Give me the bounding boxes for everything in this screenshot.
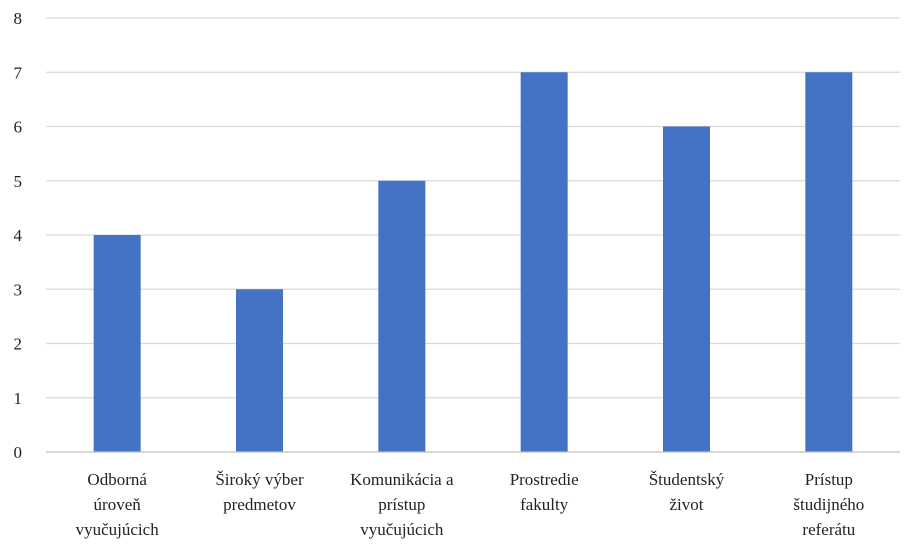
- bar-2: [378, 180, 426, 452]
- y-tick-label: 0: [14, 443, 23, 462]
- y-tick-label: 7: [14, 63, 23, 82]
- gridlines: [46, 17, 900, 399]
- bar-3: [520, 72, 568, 452]
- x-category-label: Komunikácia a prístup vyučujúcich: [350, 470, 454, 539]
- y-tick-label: 6: [14, 118, 23, 137]
- bar-5: [805, 72, 853, 452]
- x-category-label: Odborná úroveň vyučujúcich: [76, 470, 160, 539]
- bar-1: [236, 289, 283, 452]
- y-tick-label: 4: [14, 226, 23, 245]
- bars: [93, 72, 853, 452]
- y-tick-label: 5: [14, 172, 23, 191]
- x-category-label: Prostredie fakulty: [510, 470, 579, 514]
- bar-4: [663, 126, 710, 452]
- y-axis-tick-labels: 0 1 2 3 4 5 6 7 8: [14, 9, 23, 462]
- y-tick-label: 8: [14, 9, 23, 28]
- x-category-label: Široký výber predmetov: [215, 470, 304, 514]
- bar-0: [93, 235, 141, 452]
- x-axis-category-labels: Odborná úroveň vyučujúcich Široký výber pred…: [76, 470, 865, 539]
- y-tick-label: 3: [14, 280, 23, 299]
- x-category-label: Prístup študijného referátu: [793, 470, 864, 539]
- y-tick-label: 2: [14, 335, 23, 354]
- y-tick-label: 1: [14, 389, 23, 408]
- x-category-label: Študentský život: [649, 470, 725, 514]
